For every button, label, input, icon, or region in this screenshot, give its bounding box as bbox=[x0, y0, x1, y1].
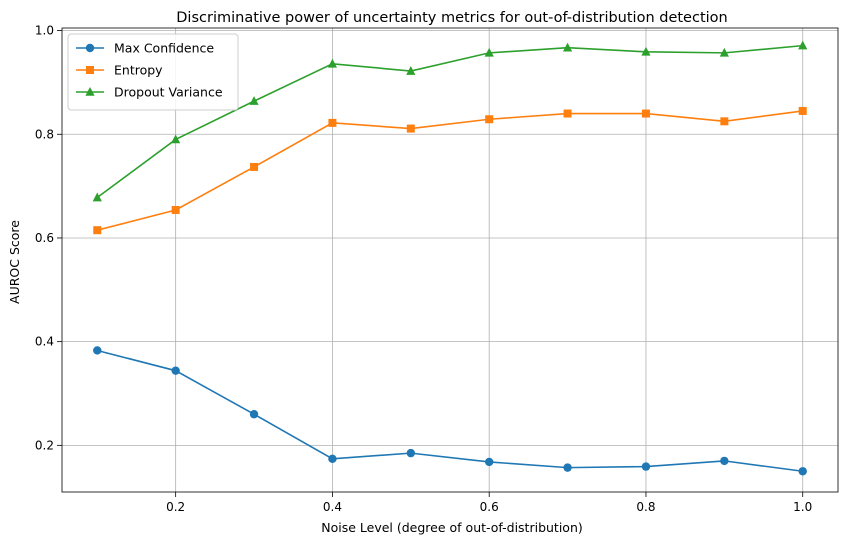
data-point bbox=[171, 366, 180, 375]
data-point bbox=[798, 106, 807, 115]
y-axis-label: AUROC Score bbox=[7, 220, 22, 304]
series-line bbox=[97, 110, 803, 231]
y-tick-label: 1.0 bbox=[35, 24, 54, 38]
x-tick-label: 0.4 bbox=[323, 500, 342, 514]
y-tick-label: 0.6 bbox=[35, 231, 54, 245]
chart-title: Discriminative power of uncertainty metr… bbox=[176, 10, 727, 26]
series-layer bbox=[92, 40, 808, 476]
data-point bbox=[641, 109, 650, 118]
x-tick-label: 0.6 bbox=[480, 500, 499, 514]
data-point bbox=[406, 66, 416, 75]
data-point bbox=[720, 117, 729, 126]
data-point bbox=[171, 134, 181, 144]
y-tick-label: 0.8 bbox=[35, 127, 54, 141]
data-point bbox=[641, 46, 651, 56]
x-tick-label: 1.0 bbox=[793, 500, 812, 514]
data-point bbox=[484, 47, 494, 57]
data-point bbox=[327, 58, 338, 68]
data-point bbox=[249, 96, 259, 105]
series-line bbox=[96, 44, 803, 199]
legend-marker bbox=[85, 43, 95, 53]
axes: 0.2 0.4 0.6 0.8 1.0 0.2 0.4 0.6 0.8 1.0 bbox=[35, 24, 839, 514]
data-point bbox=[563, 463, 572, 472]
x-tick-label: 0.2 bbox=[166, 500, 185, 514]
grid bbox=[62, 28, 838, 492]
series-line bbox=[97, 349, 803, 473]
series-2 bbox=[92, 40, 808, 202]
data-point bbox=[93, 226, 102, 235]
data-point bbox=[484, 457, 494, 467]
legend-label: Max Confidence bbox=[114, 41, 214, 56]
data-point bbox=[406, 124, 415, 133]
data-point bbox=[93, 346, 102, 355]
series-0 bbox=[93, 346, 807, 476]
data-point bbox=[798, 40, 808, 50]
data-point bbox=[798, 467, 807, 476]
data-point bbox=[328, 454, 337, 464]
legend: Max Confidence Entropy Dropout Variance bbox=[67, 33, 239, 111]
data-point bbox=[249, 410, 259, 419]
plot-frame bbox=[61, 27, 839, 493]
y-tick-label: 0.4 bbox=[35, 335, 54, 349]
data-point bbox=[171, 205, 180, 214]
legend-marker bbox=[85, 87, 95, 96]
legend-marker bbox=[86, 66, 94, 74]
legend-label: Entropy bbox=[114, 63, 163, 78]
data-point bbox=[250, 162, 259, 171]
y-tick-label: 0.2 bbox=[35, 438, 54, 452]
data-point bbox=[328, 118, 337, 127]
x-tick-label: 0.8 bbox=[636, 500, 655, 514]
data-point bbox=[406, 448, 416, 458]
data-point bbox=[641, 462, 651, 471]
data-point bbox=[563, 109, 572, 118]
legend-label: Dropout Variance bbox=[114, 85, 223, 100]
legend-box bbox=[67, 33, 239, 111]
data-point bbox=[719, 47, 729, 57]
data-point bbox=[92, 192, 102, 202]
data-point bbox=[720, 456, 729, 466]
series-1 bbox=[93, 106, 807, 235]
data-point bbox=[485, 115, 494, 124]
x-axis-label: Noise Level (degree of out-of-distributi… bbox=[321, 520, 583, 535]
data-point bbox=[562, 42, 573, 52]
